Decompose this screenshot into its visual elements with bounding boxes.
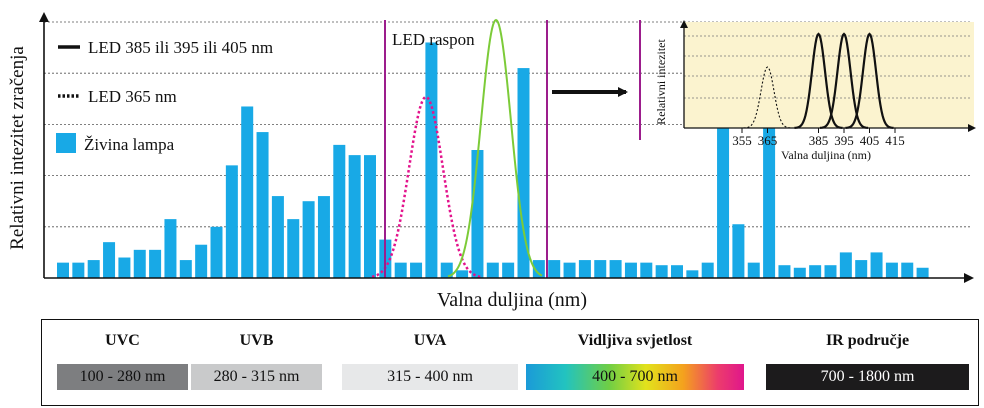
mercury-bar — [210, 226, 223, 278]
mercury-bar — [57, 262, 69, 278]
legend-label-led-365: LED 365 nm — [88, 87, 177, 106]
mercury-bar — [763, 96, 776, 279]
mercury-bar — [486, 262, 499, 278]
mercury-bar — [256, 132, 269, 278]
mercury-bar — [440, 262, 453, 278]
mercury-bar — [916, 267, 929, 278]
inset-curves — [743, 32, 894, 129]
mercury-bar — [72, 262, 85, 278]
led-365-curve — [371, 95, 482, 279]
spectrum-band: UVA 315 - 400 nm — [342, 320, 518, 405]
inset-led-curve — [819, 32, 869, 129]
legend-label-mercury: Živina lampa — [84, 135, 175, 154]
inset-tick-label: 415 — [885, 133, 905, 148]
mercury-bar — [118, 257, 131, 278]
band-range: 280 - 315 nm — [191, 364, 322, 390]
band-range: 700 - 1800 nm — [766, 364, 969, 390]
inset-x-axis-title: Valna duljina (nm) — [781, 148, 871, 162]
mercury-bar — [563, 262, 576, 278]
mercury-bar — [901, 262, 914, 278]
inset-background — [684, 22, 974, 128]
mercury-bar — [655, 265, 668, 278]
band-name: UVB — [239, 332, 274, 349]
band-range: 400 - 700 nm — [526, 364, 744, 390]
mercury-bar — [594, 260, 607, 278]
inset-y-axis-title: Relativni intezitet — [654, 39, 668, 125]
legend-mercury-swatch — [56, 133, 76, 153]
mercury-bar — [456, 270, 469, 278]
mercury-bar — [287, 219, 300, 278]
legend-label-led-solid: LED 385 ili 395 ili 405 nm — [88, 38, 273, 57]
mercury-bar — [778, 265, 791, 278]
mercury-bar — [502, 262, 515, 278]
mercury-bar — [686, 270, 699, 278]
spectrum-band: UVC 100 - 280 nm — [57, 320, 188, 405]
mercury-bar — [732, 224, 745, 278]
led-visible-curve — [447, 18, 543, 278]
spectrum-band: UVB 280 - 315 nm — [191, 320, 322, 405]
mercury-bar — [103, 242, 116, 278]
mercury-bar — [179, 260, 192, 278]
mercury-bar — [701, 262, 714, 278]
legend: LED 385 ili 395 ili 405 nm LED 365 nm Ži… — [56, 38, 273, 154]
mercury-bar — [855, 260, 868, 278]
mercury-bar — [348, 155, 361, 278]
mercury-bar — [793, 267, 806, 278]
inset-led-365-curve — [743, 66, 792, 129]
mercury-bar — [609, 260, 622, 278]
band-range: 315 - 400 nm — [342, 364, 518, 390]
mercury-bar — [532, 260, 545, 278]
mercury-bar — [885, 262, 898, 278]
inset-tick-label: 385 — [809, 133, 829, 148]
spectrum-band: IR područje 700 - 1800 nm — [766, 320, 969, 405]
inset-tick-label: 365 — [758, 133, 778, 148]
mercury-bar — [578, 260, 591, 278]
mercury-bar — [624, 262, 637, 278]
mercury-bar — [225, 165, 238, 278]
mercury-bar — [195, 244, 208, 278]
mercury-bar — [87, 260, 100, 278]
mercury-bar — [394, 262, 407, 278]
mercury-bar — [241, 106, 254, 278]
mercury-bar — [302, 201, 315, 278]
mercury-bars — [57, 42, 929, 279]
mercury-bar — [870, 252, 883, 278]
inset-led-curve — [794, 32, 843, 129]
mercury-bar — [671, 265, 683, 278]
mercury-bar — [517, 68, 530, 278]
x-axis-title: Valna duljina (nm) — [437, 289, 587, 311]
led-range-label: LED raspon — [392, 30, 475, 49]
mercury-bar — [425, 42, 438, 279]
spectrum-band: Vidljiva svjetlost 400 - 700 nm — [526, 320, 744, 405]
y-axis-title: Relativni intezitet zračenja — [7, 46, 28, 250]
inset-tick-label: 405 — [860, 133, 880, 148]
mercury-bar — [410, 262, 423, 278]
mercury-bar — [333, 144, 346, 278]
band-name: UVA — [413, 332, 447, 349]
inset-tick-label: 395 — [834, 133, 854, 148]
mercury-bar — [548, 260, 561, 278]
inset-ticks: 355 365 385 395 405 415 — [732, 128, 905, 148]
inset-chart: Relativni intezitet Valna duljina (nm) 3… — [639, 20, 976, 162]
mercury-bar — [809, 265, 822, 278]
mercury-bar — [364, 155, 376, 278]
mercury-bar — [317, 196, 330, 278]
band-name: Vidljiva svjetlost — [577, 332, 693, 349]
band-name: IR područje — [825, 332, 910, 349]
mercury-bar — [133, 249, 146, 278]
spectrum-bands-panel: UVC 100 - 280 nm UVB 280 - 315 nm UVA 315 - 4… — [41, 319, 979, 406]
band-name: UVC — [105, 332, 140, 349]
mercury-bar — [747, 262, 760, 278]
inset-led-curve — [845, 32, 894, 129]
uv-spectrum-chart: LED raspon Relativni intezitet zračenja … — [7, 12, 976, 311]
band-range: 100 - 280 nm — [57, 364, 188, 390]
mercury-bar — [271, 196, 284, 278]
mercury-bar — [471, 150, 484, 278]
mercury-bar — [164, 219, 177, 278]
mercury-bar — [839, 252, 852, 278]
mercury-bar — [149, 249, 162, 278]
mercury-bar — [640, 262, 653, 278]
mercury-bar — [824, 265, 837, 278]
inset-tick-label: 355 — [732, 133, 752, 148]
